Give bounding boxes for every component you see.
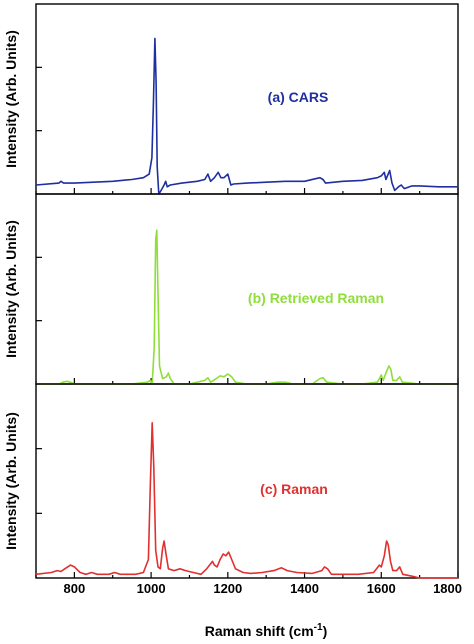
series-line-panel-2 <box>36 229 458 385</box>
x-tick-label: 1200 <box>213 581 242 596</box>
y-axis-label: Intensity (Arb. Units) <box>3 220 19 358</box>
panel-title: (a) CARS <box>268 89 329 105</box>
x-axis-label-suffix: ) <box>323 623 328 639</box>
panel-title: (b) Retrieved Raman <box>248 290 384 306</box>
x-axis-label-text: Raman shift (cm <box>205 623 314 639</box>
panel-title: (c) Raman <box>260 481 328 497</box>
panel-3: Intensity (Arb. Units) (c) Raman <box>3 383 459 579</box>
panel-frame <box>35 383 459 579</box>
svg-text:Raman shift (cm-1): Raman shift (cm-1) <box>205 622 328 639</box>
y-axis-label: Intensity (Arb. Units) <box>3 412 19 550</box>
x-axis-label: Raman shift (cm-1) <box>205 622 328 639</box>
x-axis-label-superscript: -1 <box>314 622 323 633</box>
series-line-panel-1 <box>35 37 458 195</box>
x-tick-label: 800 <box>64 581 86 596</box>
panel-frame <box>35 193 459 385</box>
y-axis-label: Intensity (Arb. Units) <box>3 30 19 168</box>
x-tick-label: 1400 <box>290 581 319 596</box>
panel-1: Intensity (Arb. Units) (a) CARS <box>3 3 459 195</box>
x-tick-label: 1000 <box>137 581 166 596</box>
x-tick-label: 1600 <box>367 581 396 596</box>
x-tick-label: 1800 <box>433 581 462 596</box>
series-line-panel-3 <box>35 421 458 579</box>
panel-frame <box>35 3 459 195</box>
panel-2: Intensity (Arb. Units) (b) Retrieved Rama… <box>3 193 459 385</box>
